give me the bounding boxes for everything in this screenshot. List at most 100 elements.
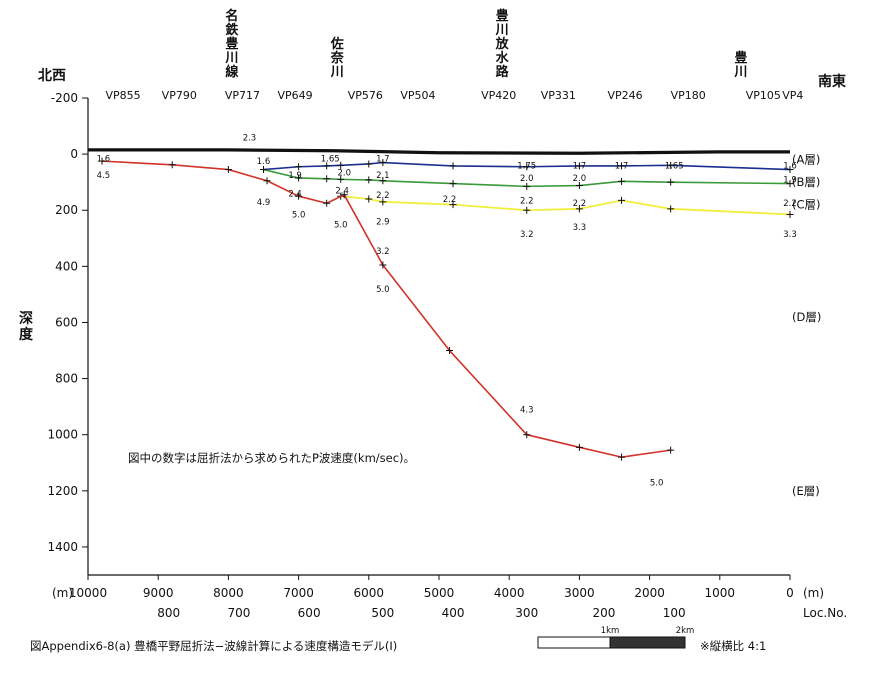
data-point-marker — [786, 210, 794, 218]
data-point-marker — [337, 175, 345, 183]
loc-no-label: 600 — [298, 606, 321, 620]
data-point-marker — [575, 182, 583, 190]
velocity-label: 1.7 — [573, 161, 587, 171]
velocity-label: 3.2 — [520, 230, 534, 240]
x-tick-label: 8000 — [213, 586, 244, 600]
vp-label: VP4 — [782, 89, 803, 102]
data-point-marker — [260, 166, 267, 174]
data-point-marker — [323, 175, 331, 183]
data-point-marker — [446, 347, 454, 355]
x-tick-label: 2000 — [634, 586, 665, 600]
data-point-marker — [618, 162, 626, 170]
figure-caption: 図Appendix6-8(a) 豊橋平野屈折法−波線計算による速度構造モデル(Ⅰ… — [30, 639, 397, 653]
place-label-char: 路 — [496, 64, 510, 80]
y-tick-label: 0 — [70, 147, 78, 161]
place-label-char: 豊 — [734, 50, 747, 66]
data-point-marker — [295, 174, 303, 182]
velocity-label: 5.0 — [650, 478, 664, 488]
direction-right: 南東 — [818, 73, 846, 90]
y-tick-label: 600 — [55, 315, 78, 329]
annotation-text: 図中の数字は屈折法から求められたP波速度(km/sec)。 — [128, 451, 415, 465]
vp-label: VP504 — [400, 89, 435, 102]
scale-bar-black — [609, 636, 686, 649]
y-axis-title-char: 深 — [19, 310, 33, 327]
velocity-label: 5.0 — [376, 285, 390, 295]
velocity-label: 1.65 — [321, 154, 340, 164]
velocity-label: 1.7 — [615, 161, 629, 171]
data-point-marker — [365, 195, 373, 203]
data-point-marker — [379, 177, 387, 185]
series-line-2 — [263, 168, 791, 188]
velocity-label: 2.0 — [520, 174, 534, 184]
vp-label: VP855 — [106, 89, 141, 102]
place-label-char: 名 — [225, 8, 238, 24]
data-point-marker — [523, 431, 531, 439]
x-tick-label: 4000 — [494, 586, 525, 600]
data-point-marker — [449, 162, 457, 170]
loc-no-label: 200 — [593, 606, 616, 620]
vp-label: VP420 — [481, 89, 516, 102]
loc-no-title: Loc.No. — [803, 606, 847, 620]
velocity-label: 2.0 — [573, 174, 587, 184]
data-point-marker — [168, 161, 176, 169]
data-point-marker — [523, 182, 531, 190]
y-tick-label: -200 — [51, 91, 78, 105]
velocity-label: 2.4 — [288, 189, 302, 199]
velocity-label: 1.75 — [517, 161, 536, 171]
place-label-char: 水 — [496, 50, 510, 66]
vp-label: VP180 — [671, 89, 706, 102]
place-label-char: 佐 — [330, 36, 344, 52]
series-line-1 — [263, 161, 791, 171]
place-label-char: 鉄 — [225, 22, 238, 38]
place-label-char: 川 — [495, 23, 509, 38]
x-tick-label: 3000 — [564, 586, 595, 600]
x-tick-label: 9000 — [143, 586, 174, 600]
data-point-marker — [379, 198, 387, 206]
x-tick-label: 10000 — [69, 586, 107, 600]
scale-bar-white — [537, 636, 611, 649]
velocity-label: 2.2 — [783, 199, 797, 209]
velocity-label: 3.3 — [573, 223, 587, 233]
x-tick-label: 5000 — [424, 586, 455, 600]
vp-label: VP105 — [746, 89, 781, 102]
data-point-marker — [618, 177, 626, 185]
vp-label: VP717 — [225, 89, 260, 102]
velocity-label: 2.4 — [335, 187, 349, 197]
velocity-label: 1.6 — [97, 154, 111, 164]
velocity-label: 1.9 — [288, 171, 302, 181]
place-label-char: 豊 — [496, 8, 509, 24]
loc-no-label: 700 — [227, 606, 250, 620]
data-point-marker — [667, 161, 675, 169]
data-point-marker — [379, 159, 387, 167]
scale-bar-label-1: 1km — [601, 626, 620, 636]
vp-label: VP790 — [162, 89, 197, 102]
y-tick-label: 400 — [55, 259, 78, 273]
velocity-label: 3.2 — [376, 247, 390, 257]
x-tick-label: 0 — [786, 586, 794, 600]
layer-label: (C層) — [792, 198, 821, 212]
data-point-marker — [618, 453, 626, 461]
layer-label: (E層) — [792, 484, 820, 498]
velocity-label: 2.2 — [573, 199, 587, 209]
data-point-marker — [98, 157, 106, 165]
loc-no-label: 300 — [515, 606, 538, 620]
velocity-label: 5.0 — [292, 210, 306, 220]
data-point-marker — [575, 205, 583, 213]
velocity-label: 4.9 — [257, 198, 271, 208]
velocity-label: 5.0 — [334, 220, 348, 230]
velocity-label: 1.65 — [665, 161, 684, 171]
series-line-0 — [88, 148, 790, 155]
direction-left: 北西 — [38, 68, 66, 84]
y-tick-label: 800 — [55, 372, 78, 386]
place-label-char: 川 — [330, 65, 344, 80]
velocity-label: 2.2 — [376, 191, 390, 201]
data-point-marker — [575, 162, 583, 170]
data-point-marker — [786, 180, 794, 188]
loc-no-label: 500 — [371, 606, 394, 620]
y-tick-label: 1000 — [47, 428, 78, 442]
data-point-marker — [365, 160, 373, 168]
data-point-marker — [618, 196, 626, 204]
data-point-marker — [667, 205, 675, 213]
x-tick-label: 7000 — [283, 586, 314, 600]
